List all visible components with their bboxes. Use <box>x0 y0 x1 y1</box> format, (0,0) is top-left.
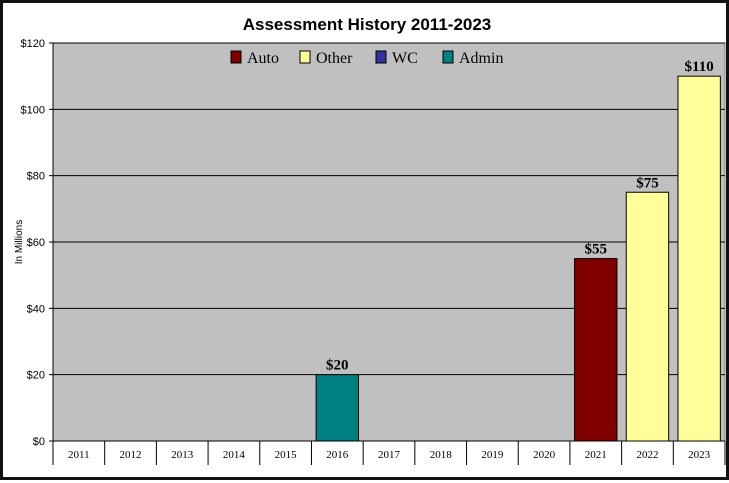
x-tick-label: 2019 <box>481 449 504 461</box>
x-tick-label: 2012 <box>120 449 142 461</box>
x-tick-label: 2011 <box>68 449 90 461</box>
chart-title: Assessment History 2011-2023 <box>243 15 492 34</box>
y-tick-label: $100 <box>21 104 45 116</box>
legend-label-auto: Auto <box>247 50 279 67</box>
x-tick-label: 2015 <box>275 449 298 461</box>
legend-label-admin: Admin <box>459 50 503 67</box>
x-tick-label: 2017 <box>378 449 401 461</box>
x-tick-label: 2013 <box>171 449 194 461</box>
bar-other-2023 <box>677 75 721 442</box>
data-label: $75 <box>636 175 659 191</box>
y-tick-label: $0 <box>33 436 45 448</box>
legend-swatch-admin <box>442 50 454 64</box>
bar-other-2022 <box>625 191 670 442</box>
data-label: $55 <box>585 242 608 258</box>
legend-swatch-other <box>299 50 311 64</box>
y-tick-label: $20 <box>27 370 45 382</box>
x-tick-label: 2022 <box>636 449 658 461</box>
data-label: $110 <box>685 59 714 75</box>
y-tick-label: $60 <box>27 237 45 249</box>
legend-label-other: Other <box>316 50 353 67</box>
y-tick-label: $80 <box>27 171 45 183</box>
x-tick-label: 2014 <box>223 449 246 461</box>
x-tick-label: 2018 <box>430 449 453 461</box>
bar-admin-2016 <box>315 374 360 442</box>
y-tick-label: $40 <box>27 303 45 315</box>
x-tick-label: 2016 <box>326 449 349 461</box>
y-tick-label: $120 <box>21 38 45 50</box>
x-tick-label: 2020 <box>533 449 556 461</box>
legend-swatch-auto <box>230 50 242 64</box>
x-tick-label: 2021 <box>585 449 607 461</box>
chart: Assessment History 2011-2023 $0 $20 $40 $60 $… <box>14 15 726 465</box>
x-tick-label: 2023 <box>688 449 711 461</box>
legend-swatch-wc <box>375 50 387 64</box>
data-label: $20 <box>326 358 349 374</box>
bar-auto-2021 <box>574 258 618 442</box>
y-axis-label: In Millions <box>14 220 25 264</box>
legend-label-wc: WC <box>392 50 418 67</box>
